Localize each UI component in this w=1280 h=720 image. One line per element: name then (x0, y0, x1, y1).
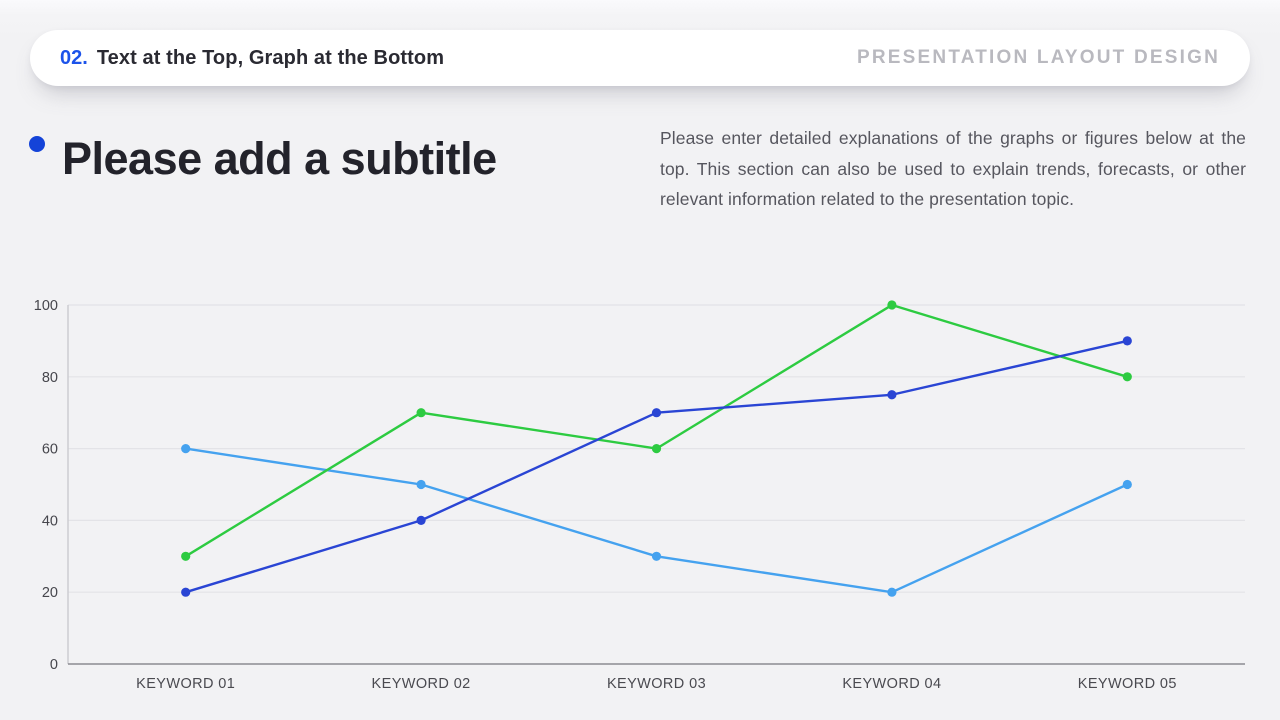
y-tick-label: 20 (42, 585, 58, 601)
green-series-point (651, 444, 662, 454)
slide-number: 02. (60, 46, 88, 69)
x-tick-label: KEYWORD 02 (372, 676, 471, 692)
skyblue-series-point (1122, 479, 1132, 490)
green-series-point (416, 408, 426, 418)
x-tick-label: KEYWORD 03 (607, 676, 706, 692)
header-left-group: 02. Text at the Top, Graph at the Bottom (60, 47, 444, 70)
header-tagline: PRESENTATION LAYOUT DESIGN (857, 47, 1220, 68)
chart-canvas: 0 20 40 60 80 100 KEYWORD 01 KEYWORD 02 KEYWORD … (34, 298, 1245, 692)
y-tick-label: 0 (50, 657, 58, 673)
bullet-dot-icon (29, 136, 45, 152)
green-series-point (1122, 372, 1132, 382)
blue-series-point (181, 587, 191, 597)
x-tick-label: KEYWORD 04 (842, 676, 941, 692)
green-series-point (887, 300, 897, 310)
blue-series-point (887, 390, 897, 400)
skyblue-series-point (181, 444, 191, 454)
x-tick-label: KEYWORD 05 (1078, 676, 1177, 692)
page-title: Please add a subtitle (62, 133, 497, 184)
green-series-line (184, 303, 1129, 558)
y-tick-label: 100 (34, 298, 58, 314)
header-bar: 02. Text at the Top, Graph at the Bottom… (30, 30, 1250, 86)
skyblue-series-point (416, 479, 426, 490)
blue-series-point (651, 408, 662, 418)
y-tick-label: 40 (42, 513, 58, 529)
green-series-point (181, 551, 191, 561)
x-tick-label: KEYWORD 01 (136, 676, 235, 692)
blue-series-point (1122, 336, 1132, 346)
skyblue-series-point (887, 587, 897, 597)
blue-series-point (416, 515, 426, 525)
skyblue-series-point (651, 551, 662, 561)
description-paragraph: Please enter detailed explanations of th… (660, 128, 1246, 210)
line-chart: 0 20 40 60 80 100 KEYWORD 01 KEYWORD 02 KEYWORD … (0, 283, 1280, 720)
header-title: Text at the Top, Graph at the Bottom (96, 46, 445, 69)
y-tick-label: 80 (42, 370, 58, 386)
y-tick-label: 60 (42, 442, 58, 458)
